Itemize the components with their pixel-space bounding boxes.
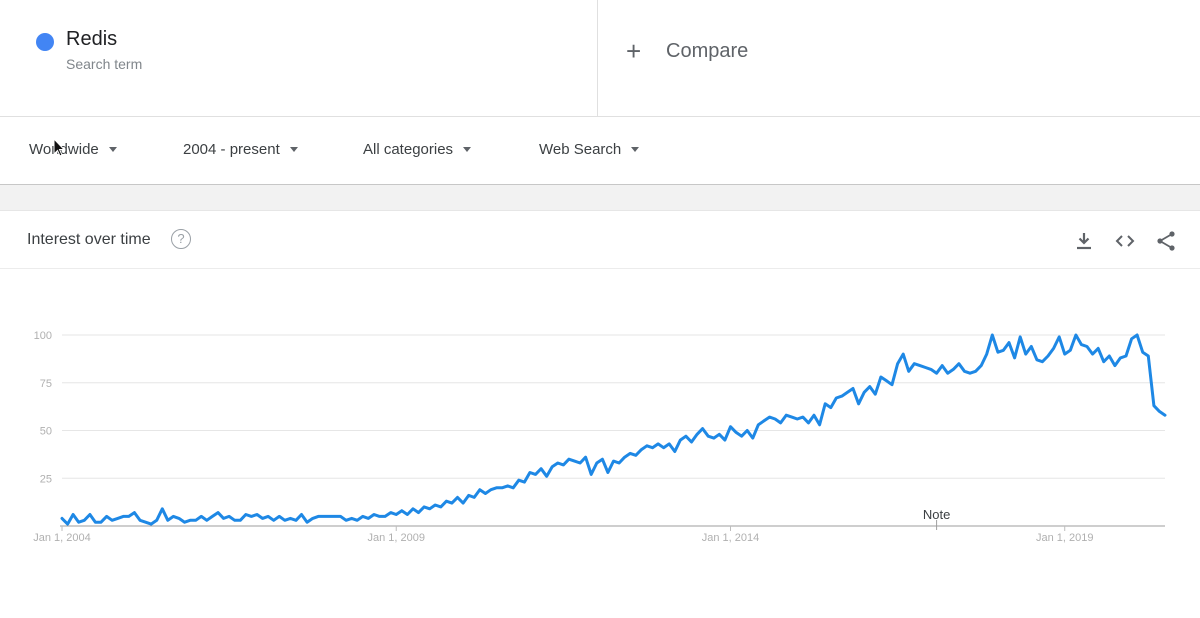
search-type-dropdown-label: Web Search [539,141,622,158]
time-range-dropdown-label: 2004 - present [183,141,280,158]
term-subtitle: Search term [66,56,143,72]
chevron-down-icon [108,147,117,152]
embed-icon[interactable] [1113,229,1137,253]
x-tick-label: Jan 1, 2014 [702,532,760,544]
download-icon[interactable] [1072,229,1096,253]
compare-button[interactable]: + Compare [626,38,748,64]
mouse-cursor-icon [53,138,66,157]
x-tick-label: Jan 1, 2004 [33,532,91,544]
card-title: Interest over time [27,231,151,248]
region-dropdown[interactable]: Worldwide [29,141,117,158]
interest-over-time-card: Interest over time ? 100 75 50 25 Jan 1, 20… [0,210,1200,618]
y-tick-label: 50 [40,426,52,438]
x-tick-label: Jan 1, 2019 [1036,532,1094,544]
y-tick-label: 75 [40,378,52,390]
card-header: Interest over time ? [0,211,1200,269]
series-line [60,333,1167,526]
plus-icon: + [626,36,642,66]
search-type-dropdown[interactable]: Web Search [539,141,640,158]
chevron-down-icon [463,147,472,152]
term-card[interactable]: Redis Search term [3,0,598,117]
compare-label: Compare [666,39,749,62]
category-dropdown-label: All categories [363,141,454,158]
help-icon[interactable]: ? [171,229,191,249]
x-tick-label: Jan 1, 2009 [367,532,425,544]
term-color-dot [36,33,54,51]
note-annotation[interactable]: Note [923,507,950,522]
y-tick-label: 25 [40,473,52,485]
category-dropdown[interactable]: All categories [363,141,472,158]
chevron-down-icon [631,147,640,152]
share-icon[interactable] [1154,229,1178,253]
interest-line-chart: 100 75 50 25 Jan 1, 2004 Jan 1, 2009 Jan 1, 2… [33,330,1167,544]
filter-bar: Worldwide 2004 - present All categories … [0,117,1200,185]
search-terms-bar: Redis Search term + Compare [0,0,1200,117]
y-tick-label: 100 [34,330,52,342]
term-name: Redis [66,28,118,50]
chevron-down-icon [289,147,298,152]
time-range-dropdown[interactable]: 2004 - present [183,141,298,158]
